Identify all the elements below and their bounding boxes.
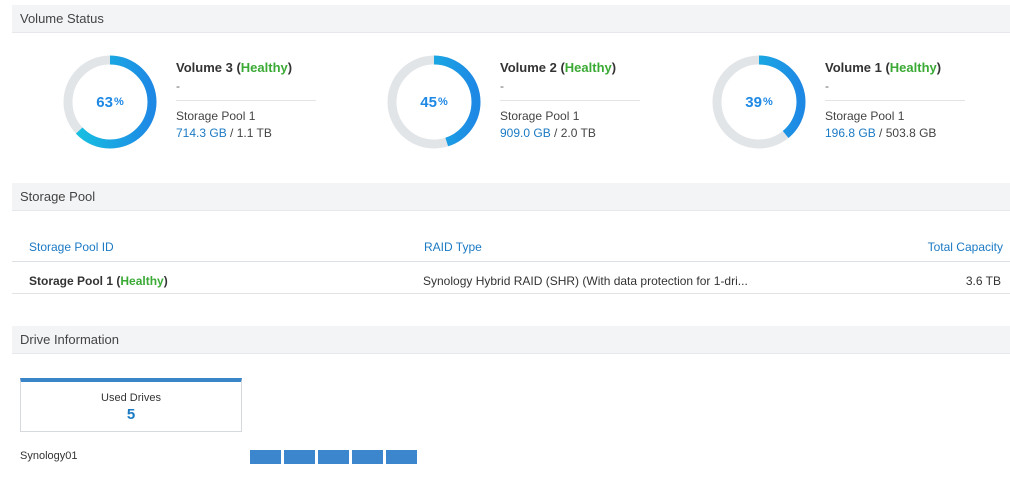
storage-pool-table-header: Storage Pool ID RAID Type Total Capacity [12,232,1010,262]
divider [500,100,640,101]
volume-description: - [176,79,180,93]
storage-pool-header: Storage Pool [12,183,1010,211]
used-drives-label: Used Drives [101,392,161,404]
raid-type-cell: Synology Hybrid RAID (SHR) (With data pr… [423,274,748,288]
volume-card[interactable]: 39% Volume 1 (Healthy) - Storage Pool 1 … [709,52,1009,162]
used-capacity: 714.3 GB [176,126,227,140]
pool-id-cell: Storage Pool 1 (Healthy) [29,274,168,288]
donut-usage-arc [712,55,806,149]
status-healthy: Healthy [120,274,164,288]
status-healthy: Healthy [889,60,937,75]
volume-pool: Storage Pool 1 [176,109,256,123]
drive-slot[interactable] [318,450,349,464]
usage-donut [387,55,481,149]
host-name: Synology01 [20,450,78,462]
usage-percent: 39% [745,93,773,111]
status-healthy: Healthy [564,60,612,75]
volume-pool: Storage Pool 1 [500,109,580,123]
volume-card[interactable]: 45% Volume 2 (Healthy) - Storage Pool 1 … [384,52,684,162]
table-row[interactable]: Storage Pool 1 (Healthy) Synology Hybrid… [12,266,1010,294]
used-drives-card[interactable]: Used Drives 5 [20,378,242,432]
total-capacity: 503.8 GB [885,126,937,140]
volume-title: Volume 3 (Healthy) [176,60,293,75]
drive-slot[interactable] [352,450,383,464]
column-header-raid-type[interactable]: RAID Type [424,240,482,254]
volume-pool: Storage Pool 1 [825,109,905,123]
divider [176,100,316,101]
total-capacity: 2.0 TB [560,126,596,140]
drive-slot[interactable] [284,450,315,464]
drive-information-title: Drive Information [20,332,119,347]
volume-usage: 196.8 GB / 503.8 GB [825,126,937,140]
drive-slot[interactable] [386,450,417,464]
volume-usage: 909.0 GB / 2.0 TB [500,126,596,140]
volume-description: - [500,79,504,93]
volume-status-header: Volume Status [12,5,1010,33]
column-header-total-capacity[interactable]: Total Capacity [927,240,1003,254]
donut-usage-arc [387,55,481,149]
usage-donut [63,55,157,149]
total-capacity: 1.1 TB [236,126,272,140]
usage-percent: 45% [420,93,448,111]
drive-slot[interactable] [250,450,281,464]
used-capacity: 909.0 GB [500,126,551,140]
volume-title: Volume 2 (Healthy) [500,60,617,75]
storage-pool-title: Storage Pool [20,189,96,204]
usage-donut [712,55,806,149]
volume-status-title: Volume Status [20,11,104,26]
column-header-pool-id[interactable]: Storage Pool ID [29,240,114,254]
volume-usage: 714.3 GB / 1.1 TB [176,126,272,140]
volume-title: Volume 1 (Healthy) [825,60,942,75]
donut-usage-arc [63,55,157,149]
volume-description: - [825,79,829,93]
divider [825,100,965,101]
drive-information-header: Drive Information [12,326,1010,354]
volume-card[interactable]: 63% Volume 3 (Healthy) - Storage Pool 1 … [60,52,360,162]
used-capacity: 196.8 GB [825,126,876,140]
total-capacity-cell: 3.6 TB [965,274,1001,288]
status-healthy: Healthy [240,60,288,75]
used-drives-count: 5 [126,406,136,423]
usage-percent: 63% [96,93,124,111]
